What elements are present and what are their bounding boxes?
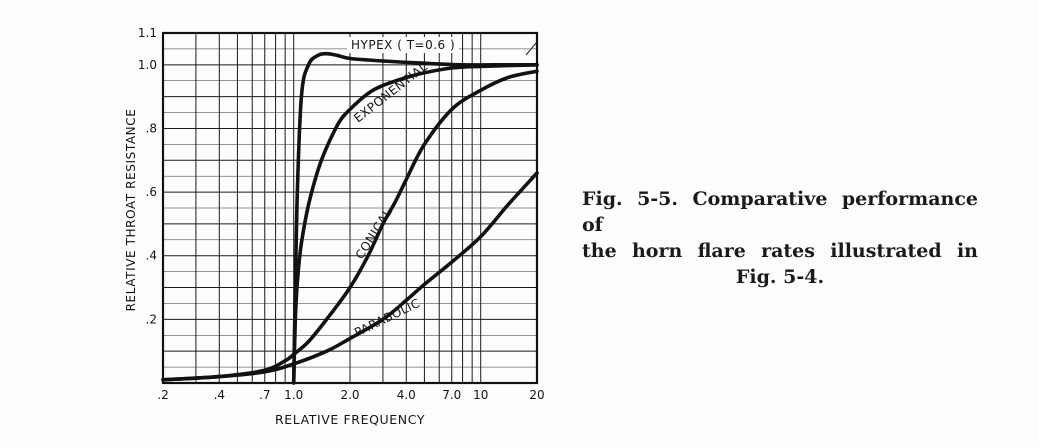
chart-grid bbox=[162, 33, 538, 383]
series-label-3: CONICAL bbox=[353, 206, 395, 262]
x-tick-label: .2 bbox=[157, 388, 168, 402]
plot-frame bbox=[161, 31, 539, 385]
y-tick-label: .6 bbox=[146, 185, 157, 199]
y-tick-label: .8 bbox=[146, 121, 157, 135]
caption-line-2: the horn flare rates illustrated in bbox=[582, 240, 978, 262]
x-tick-label: 7.0 bbox=[442, 388, 461, 402]
y-tick-labels: .2 .4 .6 .8 1.0 1.1 bbox=[138, 26, 157, 326]
x-tick-label: .7 bbox=[259, 388, 270, 402]
x-tick-label: 1.0 bbox=[284, 388, 303, 402]
y-axis-label: RELATIVE THROAT RESISTANCE bbox=[124, 109, 138, 312]
x-tick-label: 10 bbox=[473, 388, 488, 402]
corner-mark bbox=[525, 41, 538, 56]
caption-line-1: Fig. 5-5. Comparative performance of bbox=[582, 188, 978, 236]
series-line-4 bbox=[161, 171, 539, 382]
y-tick-label: .4 bbox=[146, 249, 157, 263]
x-tick-label: 2.0 bbox=[340, 388, 359, 402]
x-axis-label: RELATIVE FREQUENCY bbox=[275, 412, 425, 427]
x-tick-label: .4 bbox=[214, 388, 225, 402]
x-tick-label: 20 bbox=[529, 388, 544, 402]
x-tick-labels: .2 .4 .7 1.0 2.0 4.0 7.0 10 20 bbox=[157, 388, 544, 402]
series-line-3 bbox=[161, 69, 539, 382]
series-label-background bbox=[347, 37, 459, 53]
y-tick-label: 1.0 bbox=[138, 58, 157, 72]
series-label-2: EXPONENTIAL bbox=[351, 59, 430, 125]
y-tick-label: .2 bbox=[146, 312, 157, 326]
series-label-4: PARABOLIC bbox=[352, 296, 422, 340]
series-line-2 bbox=[291, 63, 539, 385]
figure-caption: Fig. 5-5. Comparative performance of the… bbox=[582, 186, 978, 290]
x-tick-label: 4.0 bbox=[397, 388, 416, 402]
throat-resistance-chart: HYPEX ( T=0.6 ) EXPONENTIAL CONICAL PARABOL… bbox=[124, 26, 545, 427]
y-tick-label: 1.1 bbox=[138, 26, 157, 40]
series-label-1: HYPEX ( T=0.6 ) bbox=[351, 38, 455, 52]
caption-line-3: Fig. 5-4. bbox=[735, 266, 825, 288]
series-line-1 bbox=[291, 51, 539, 385]
